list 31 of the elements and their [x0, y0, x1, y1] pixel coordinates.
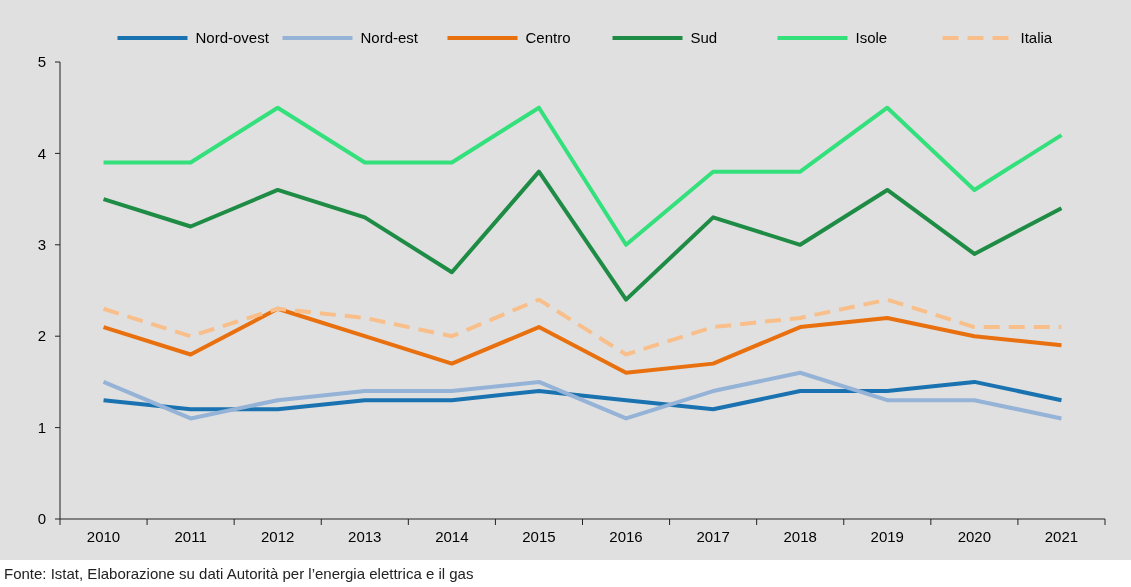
x-tick-label: 2010	[86, 528, 121, 545]
x-tick-label: 2019	[870, 528, 904, 545]
x-tick-label: 2015	[522, 528, 556, 545]
legend-label: Isole	[855, 29, 888, 47]
x-tick-label: 2014	[435, 528, 469, 545]
x-tick-label: 2016	[609, 528, 643, 545]
y-tick-label: 2	[37, 327, 46, 345]
x-tick-label: 2020	[957, 528, 992, 545]
legend-label: Centro	[525, 29, 571, 47]
y-tick-label: 4	[37, 144, 46, 162]
x-tick-label: 2018	[783, 528, 817, 545]
line-series	[101, 297, 1064, 357]
y-tick-label: 1	[37, 418, 46, 436]
source-note: Fonte: Istat, Elaborazione su dati Autorità per l’energia elettrica e il gas	[4, 565, 474, 582]
x-tick-label: 2013	[348, 528, 382, 545]
line-series	[101, 370, 1064, 421]
line-series	[101, 169, 1064, 302]
line-series	[101, 105, 1064, 247]
x-tick-label: 2012	[261, 528, 295, 545]
y-tick-label: 5	[37, 53, 46, 71]
line-series	[101, 379, 1064, 412]
x-tick-label: 2017	[696, 528, 730, 545]
x-tick-label: 2011	[174, 528, 207, 545]
legend-label: Nord-est	[360, 29, 419, 47]
x-tick-label: 2021	[1044, 528, 1079, 545]
line-series	[101, 306, 1064, 375]
legend-label: Italia	[1020, 29, 1053, 47]
legend-label: Nord-ovest	[195, 29, 270, 47]
legend-label: Sud	[690, 29, 718, 47]
y-tick-label: 3	[37, 236, 46, 254]
y-tick-label: 0	[37, 510, 46, 528]
